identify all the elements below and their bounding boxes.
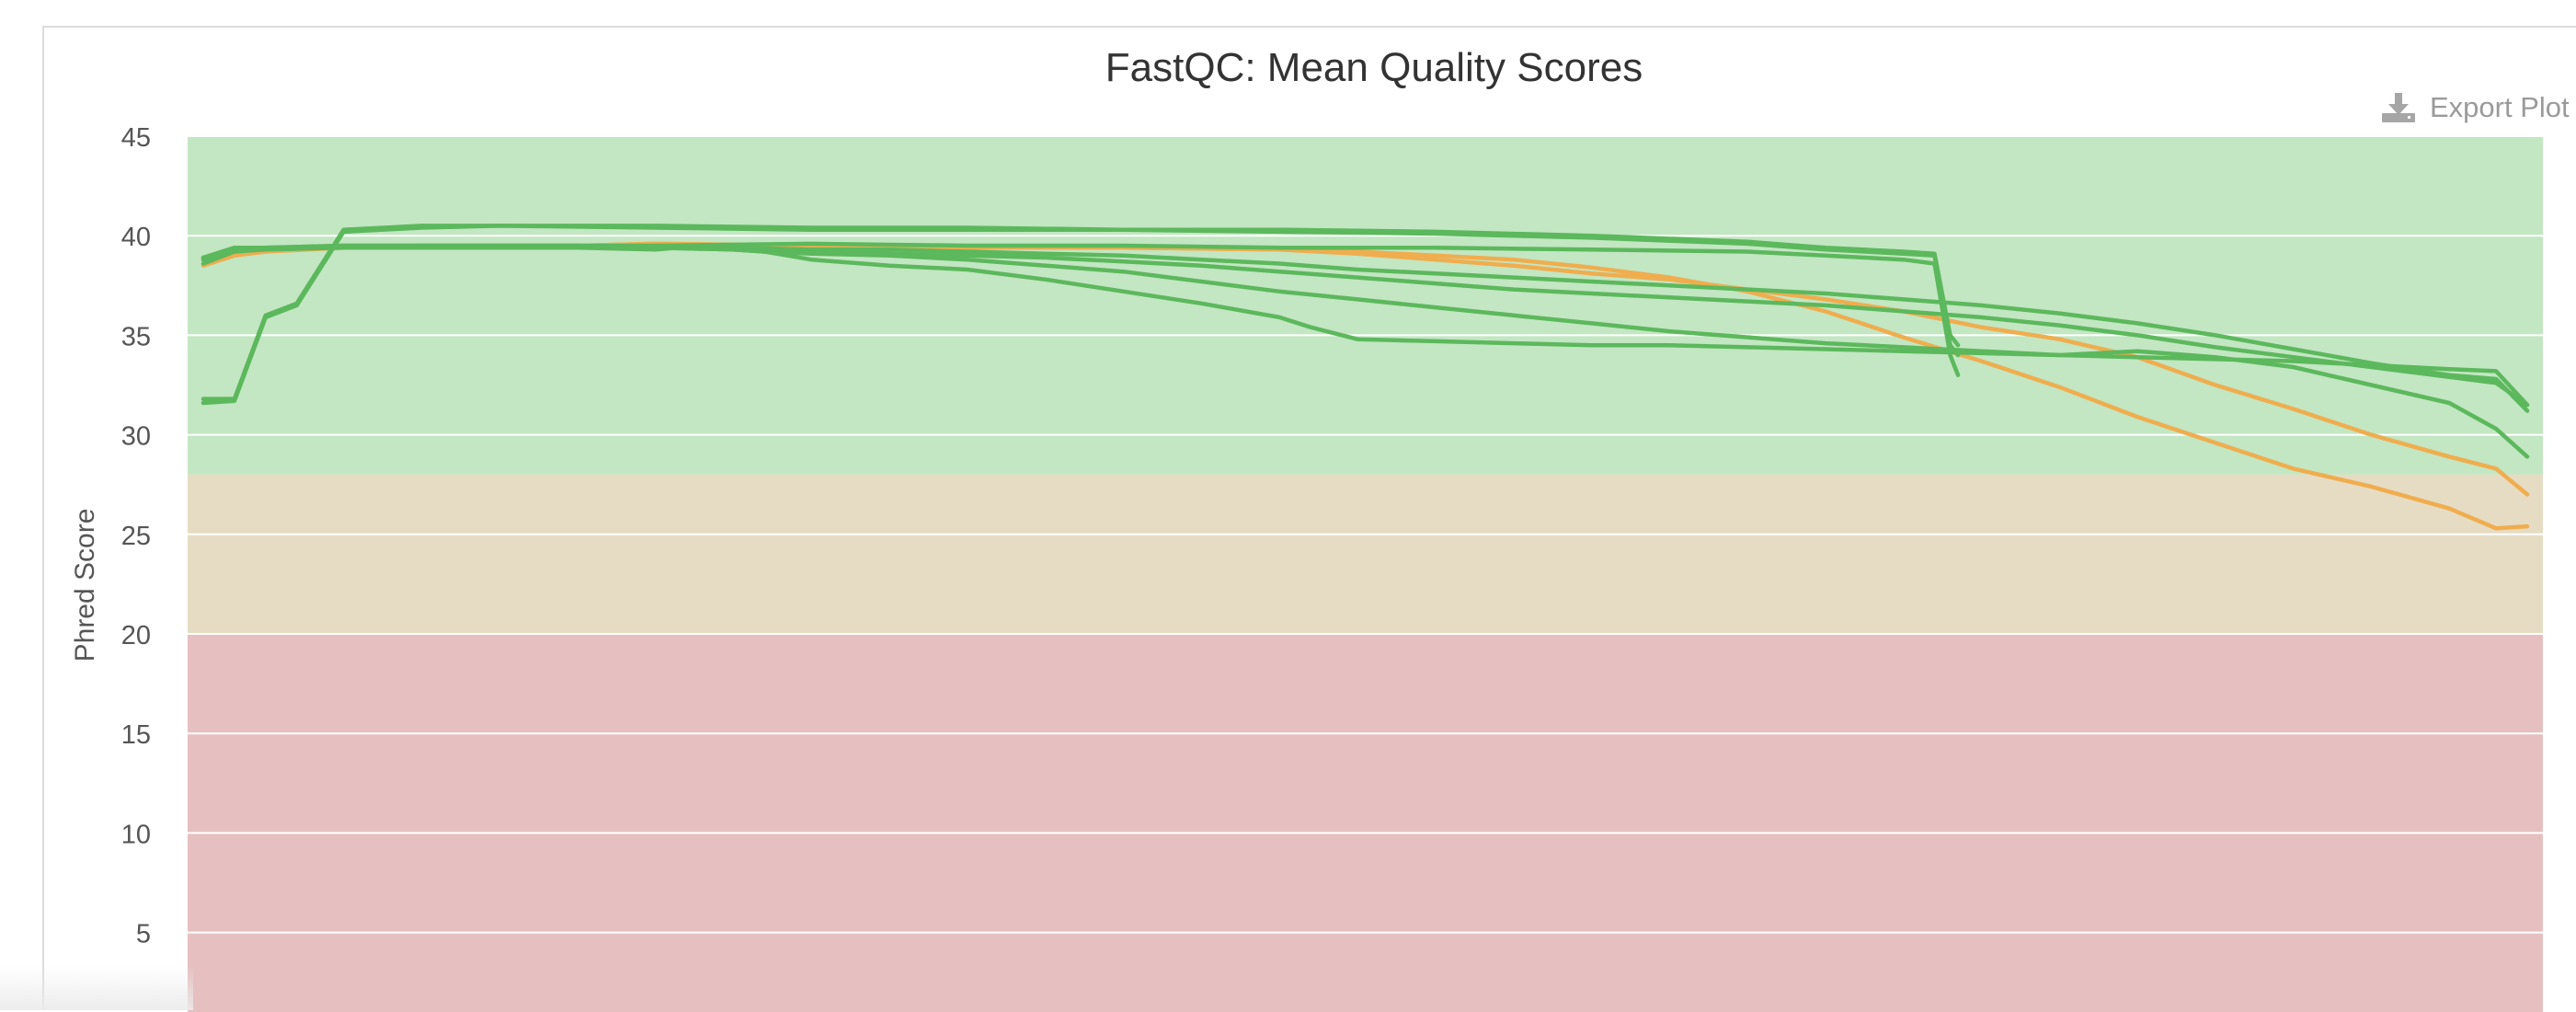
plot-panel: 5 10 15 20 25 30 35 40 45 FastQC: Mean Quality S… — [42, 26, 2576, 1012]
chart-title: FastQC: Mean Quality Scores — [1105, 45, 1643, 90]
y-axis-label: Phred Score — [70, 509, 100, 662]
quality-zones — [188, 136, 2543, 1012]
series-line-7 — [200, 243, 2530, 459]
export-plot-button[interactable]: Export Plot — [2380, 88, 2570, 127]
series-line-2 — [200, 224, 1961, 406]
zone-fail — [188, 634, 2543, 1012]
y-tick-label-5: 5 — [136, 920, 151, 949]
zone-warn — [188, 474, 2543, 634]
y-tick-label-45: 45 — [121, 123, 151, 153]
zone-good — [188, 136, 2543, 475]
y-tick-label-35: 35 — [121, 322, 151, 351]
y-tick-label-30: 30 — [121, 422, 151, 452]
series-lines — [200, 224, 2530, 531]
download-icon — [2380, 91, 2417, 124]
y-tick-label-40: 40 — [121, 223, 151, 252]
gridlines — [188, 135, 2543, 934]
y-tick-label-15: 15 — [121, 720, 151, 750]
y-tick-label-10: 10 — [121, 820, 151, 849]
mean-quality-chart: 5 10 15 20 25 30 35 40 45 FastQC: Mean Quality S… — [70, 45, 2543, 1012]
y-tick-label-20: 20 — [121, 621, 151, 650]
y-tick-label-25: 25 — [121, 522, 151, 551]
y-axis-ticks: 5 10 15 20 25 30 35 40 45 — [121, 123, 151, 949]
export-plot-label: Export Plot — [2430, 91, 2570, 123]
